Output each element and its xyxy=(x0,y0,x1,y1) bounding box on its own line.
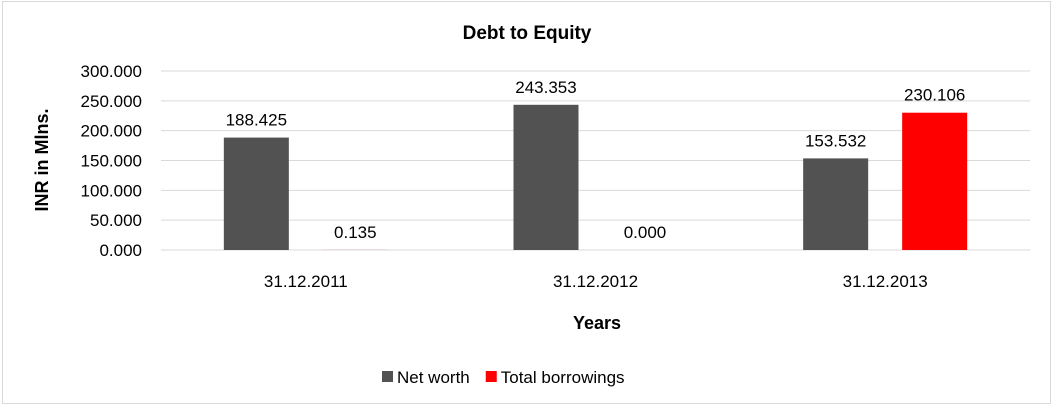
bar-net-worth xyxy=(513,104,579,250)
y-tick-label: 0.000 xyxy=(99,241,142,260)
data-label: 153.532 xyxy=(805,131,866,150)
x-tick-label: 31.12.2013 xyxy=(843,272,928,291)
bar-net-worth xyxy=(223,137,289,250)
x-tick-label: 31.12.2012 xyxy=(553,272,638,291)
legend-swatch xyxy=(382,371,393,382)
bar-total-borrowings xyxy=(902,112,968,250)
data-label: 188.425 xyxy=(226,111,287,130)
data-label: 230.106 xyxy=(904,86,965,105)
legend-label: Net worth xyxy=(397,368,470,387)
y-tick-label: 50.000 xyxy=(90,211,142,230)
y-tick-label: 150.000 xyxy=(81,152,142,171)
y-tick-label: 300.000 xyxy=(81,62,142,81)
y-axis-label: INR in Mlns. xyxy=(32,109,52,212)
data-label: 0.135 xyxy=(334,223,377,242)
y-tick-label: 200.000 xyxy=(81,122,142,141)
data-label: 0.000 xyxy=(624,223,667,242)
x-tick-label: 31.12.2011 xyxy=(264,272,348,291)
legend-label: Total borrowings xyxy=(501,368,625,387)
y-tick-label: 100.000 xyxy=(81,181,142,200)
x-axis-label: Years xyxy=(573,313,621,333)
y-tick-label: 250.000 xyxy=(81,92,142,111)
chart-title: Debt to Equity xyxy=(463,23,592,44)
data-label: 243.353 xyxy=(515,78,576,97)
legend-swatch xyxy=(485,371,497,382)
bar-net-worth xyxy=(803,158,869,250)
